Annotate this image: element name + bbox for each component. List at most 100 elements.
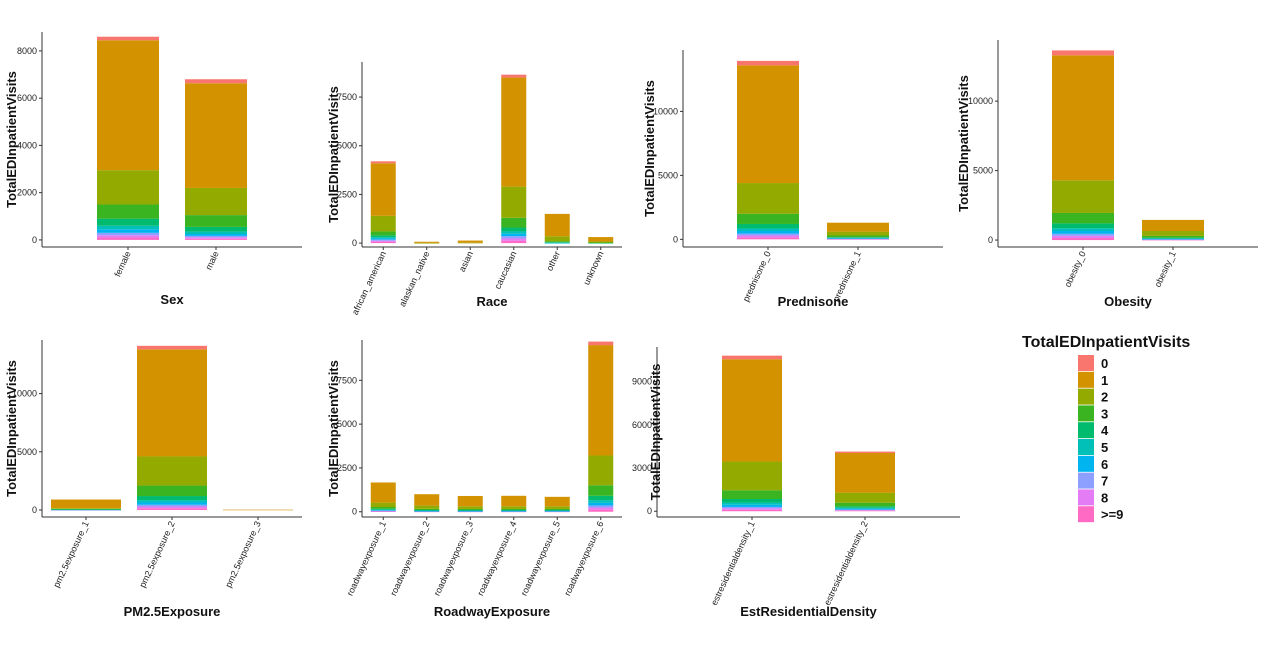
bar-african-american-level-2 [370, 215, 396, 232]
legend-label: 8 [1101, 490, 1108, 505]
y-tick-label: 5000 [973, 166, 993, 176]
bar-obesity-1-level-4 [1142, 237, 1204, 239]
bar-female-level-ge9 [97, 237, 159, 240]
y-tick-label: 0 [32, 235, 37, 245]
bar-unknown-level-1 [588, 237, 614, 242]
bar-pm2-5exposure-2-level-2 [137, 456, 207, 486]
bar-male-level-4 [185, 226, 247, 232]
bar-female-level-8 [97, 235, 159, 238]
bar-roadwayexposure-3-level-2 [457, 506, 483, 509]
x-tick-label-roadwayexposure-2: roadwayexposure_2 [388, 520, 431, 598]
bar-roadwayexposure-4-level-2 [501, 506, 527, 509]
y-axis-title: TotalEDInpatientVisits [956, 75, 971, 212]
x-tick-label-obesity-1: obesity_1 [1152, 250, 1177, 289]
x-tick-label-pm2-5exposure-3: pm2.5exposure_3 [223, 520, 263, 590]
bar-caucasian-level-4 [501, 227, 527, 232]
bar-male-level-2 [185, 187, 247, 216]
y-axis-title: TotalEDInpatientVisits [326, 360, 341, 497]
x-tick-label-caucasian: caucasian [492, 250, 518, 291]
bar-pm2-5exposure-1-level-4 [51, 509, 121, 510]
x-axis-title: EstResidentialDensity [740, 604, 877, 619]
bar-prednisone-0-level-2 [737, 183, 799, 214]
bar-prednisone-0-level-ge9 [737, 237, 799, 240]
y-tick-label: 6000 [632, 420, 652, 430]
x-tick-label-unknown: unknown [581, 250, 605, 287]
bar-estresidentialdensity-1-level-2 [722, 461, 782, 491]
bar-obesity-1-level-7 [1142, 239, 1204, 240]
y-tick-label: 5000 [337, 141, 357, 151]
bar-male-level-7 [185, 235, 247, 238]
bar-obesity-0-level-7 [1052, 233, 1114, 236]
bar-estresidentialdensity-2-level-6 [835, 508, 895, 510]
bar-pm2-5exposure-2-level-3 [137, 485, 207, 497]
bar-roadwayexposure-1-level-3 [370, 507, 396, 509]
bar-estresidentialdensity-1-level-ge9 [722, 509, 782, 512]
y-tick-label: 2000 [17, 188, 37, 198]
bar-female-level-1 [97, 40, 159, 171]
y-tick-label: 0 [673, 234, 678, 244]
bar-other-level-3 [544, 241, 570, 243]
bar-roadwayexposure-4-level-4 [501, 509, 527, 511]
bar-prednisone-1-level-5 [827, 237, 889, 239]
legend-item-ge9: >=9 [1078, 506, 1123, 523]
x-tick-label-male: male [204, 250, 221, 272]
legend-item-3: 3 [1078, 405, 1108, 422]
x-tick-label-asian: asian [457, 250, 475, 274]
x-tick-label-other: other [544, 250, 562, 273]
bar-female-level-5 [97, 225, 159, 230]
y-tick-label: 0 [352, 507, 357, 517]
bar-obesity-0-level-8 [1052, 235, 1114, 238]
y-tick-label: 0 [988, 235, 993, 245]
bar-roadwayexposure-5-level-1 [544, 496, 570, 507]
bar-caucasian-level-1 [501, 77, 527, 187]
bar-roadwayexposure-5-level-6 [544, 510, 570, 512]
bar-prednisone-1-level-7 [827, 238, 889, 240]
bar-roadwayexposure-6-level-6 [588, 502, 614, 506]
y-tick-label: 10000 [968, 96, 993, 106]
y-axis-title: TotalEDInpatientVisits [642, 80, 657, 217]
bar-female-level-4 [97, 218, 159, 226]
bar-prednisone-0-level-6 [737, 231, 799, 234]
legend-label: 2 [1101, 390, 1108, 405]
y-axis-title: TotalEDInpatientVisits [326, 86, 341, 223]
panel-race: 0 2500 5000 7500 african_american alaskan_nat… [326, 62, 622, 316]
bar-african-american-level-6 [370, 238, 396, 240]
bar-roadwayexposure-2-level-2 [414, 505, 440, 509]
bar-prednisone-1-level-1 [827, 222, 889, 232]
bar-estresidentialdensity-2-level-2 [835, 492, 895, 503]
bar-roadwayexposure-6-level-0 [588, 341, 614, 346]
bar-african-american-level-4 [370, 235, 396, 238]
legend-item-1: 1 [1078, 371, 1108, 388]
legend-swatch [1078, 439, 1094, 455]
bar-african-american-level-1 [370, 163, 396, 216]
y-tick-label: 3000 [632, 463, 652, 473]
legend-swatch [1078, 388, 1094, 405]
bar-estresidentialdensity-1-level-3 [722, 490, 782, 499]
bar-obesity-0-level-4 [1052, 223, 1114, 229]
bar-other-level-5 [544, 242, 570, 244]
bar-caucasian-level-7 [501, 236, 527, 239]
x-tick-label-roadwayexposure-3: roadwayexposure_3 [432, 520, 475, 598]
bar-unknown-level-2 [588, 241, 614, 243]
bar-prednisone-0-level-7 [737, 233, 799, 236]
bar-roadwayexposure-6-level-4 [588, 495, 614, 501]
legend-swatch [1078, 422, 1094, 439]
x-tick-label-pm2-5exposure-1: pm2.5exposure_1 [51, 520, 91, 590]
bar-caucasian-level-2 [501, 186, 527, 218]
x-tick-label-roadwayexposure-4: roadwayexposure_4 [475, 520, 518, 598]
bar-roadwayexposure-3-level-7 [457, 511, 483, 512]
bar-estresidentialdensity-1-level-0 [722, 355, 782, 360]
bar-caucasian-level-3 [501, 217, 527, 228]
bar-obesity-0-level-0 [1052, 50, 1114, 56]
bar-roadwayexposure-1-level-2 [370, 502, 396, 508]
bar-obesity-0-level-ge9 [1052, 237, 1114, 241]
bar-estresidentialdensity-2-level-4 [835, 506, 895, 508]
bar-roadwayexposure-5-level-3 [544, 508, 570, 510]
bar-african-american-level-ge9 [370, 241, 396, 244]
bar-estresidentialdensity-1-level-8 [722, 508, 782, 510]
legend-label: 4 [1101, 423, 1109, 438]
bar-unknown-level-4 [588, 242, 614, 244]
x-tick-label-african-american: african_american [350, 250, 388, 317]
legend-item-8: 8 [1078, 489, 1108, 506]
bar-obesity-0-level-1 [1052, 55, 1114, 181]
